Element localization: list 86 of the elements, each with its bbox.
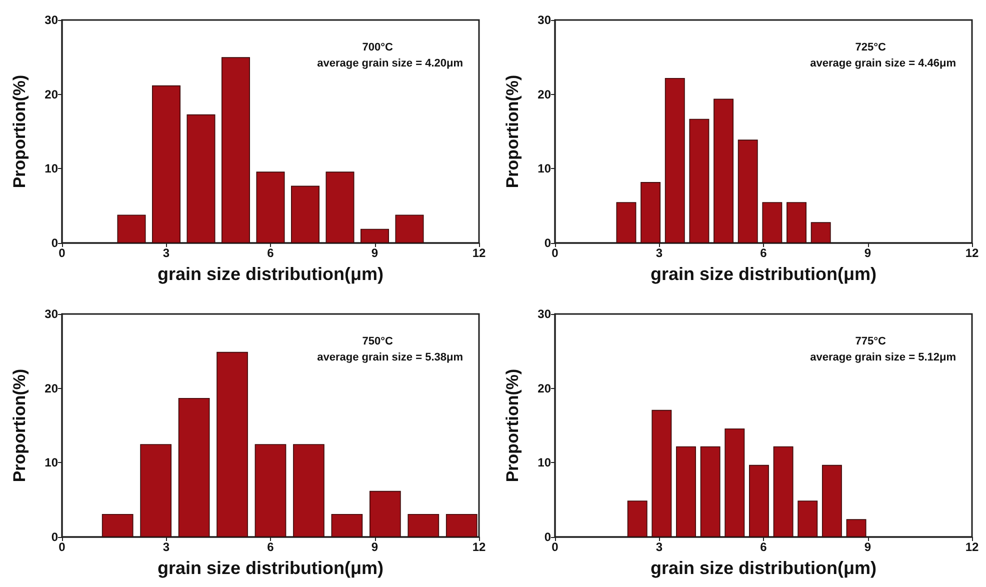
bar [676,446,696,537]
bar [254,444,286,537]
y-axis-title: Proportion(%) [10,74,29,188]
annotation: 775°C [855,336,886,348]
x-axis-title: grain size distribution(μm) [650,558,877,578]
x-tick-label: 3 [162,540,170,554]
bar [616,202,636,243]
bar [810,222,831,243]
bar [178,398,210,537]
annotation: average grain size = 4.46μm [810,58,956,70]
bar [700,446,720,537]
bar [140,444,172,537]
bar [640,182,661,243]
bar [714,98,734,243]
bar [762,202,782,243]
annotation: 725°C [855,42,886,54]
bar [331,514,363,537]
bar [102,514,134,537]
bar [395,214,424,243]
annotation: 700°C [362,42,394,54]
bar [773,446,794,537]
bar [291,186,320,243]
x-tick-label: 3 [656,540,663,554]
y-tick-label: 0 [544,236,552,250]
bar [798,500,818,537]
x-tick-label: 6 [267,540,274,554]
y-tick-label: 30 [538,13,552,27]
bar [216,352,248,537]
annotation: average grain size = 5.38μm [317,352,464,364]
bar [117,214,146,243]
bar [222,57,250,243]
x-tick-label: 3 [162,246,170,260]
y-tick-label: 20 [538,381,552,396]
bar [152,85,180,243]
bar [370,490,401,537]
x-tick-label: 6 [760,540,768,554]
x-tick-label: 9 [371,246,378,260]
x-axis-title: grain size distribution(μm) [157,558,384,578]
bar [738,140,758,243]
x-tick-label: 3 [656,246,663,260]
bar [293,444,324,537]
bar [822,464,842,537]
y-tick-label: 10 [538,456,552,470]
x-tick-label: 12 [965,540,979,554]
x-tick-label: 9 [864,246,872,260]
y-tick-label: 10 [538,162,552,176]
bar [749,464,769,537]
y-axis-title: Proportion(%) [503,74,522,188]
y-tick-label: 20 [44,381,58,396]
x-axis-title: grain size distribution(μm) [650,264,877,284]
bar [186,114,216,243]
annotation: 750°C [362,336,394,348]
y-tick-label: 0 [51,530,58,544]
bar [627,500,648,537]
bar [256,172,285,243]
bar [846,519,866,537]
x-tick-label: 12 [472,246,486,260]
y-tick-label: 0 [51,236,58,250]
bar [326,172,354,243]
bar [724,428,745,537]
bar [652,410,672,537]
x-tick-label: 12 [472,540,486,554]
x-tick-label: 12 [965,246,979,260]
annotation: average grain size = 4.20μm [317,58,464,70]
x-axis-title: grain size distribution(μm) [157,264,384,284]
y-axis-title: Proportion(%) [503,368,522,482]
bar [360,228,389,243]
y-tick-label: 10 [44,162,58,176]
x-tick-label: 9 [864,540,872,554]
y-tick-label: 30 [538,307,552,321]
y-tick-label: 10 [44,456,58,470]
annotation: average grain size = 5.12μm [810,352,956,364]
bar [446,514,478,537]
y-tick-label: 20 [44,87,58,102]
y-tick-label: 20 [538,87,552,102]
bar [664,78,685,243]
y-tick-label: 30 [44,307,58,321]
y-tick-label: 30 [44,13,58,27]
x-tick-label: 9 [371,540,378,554]
bar [786,202,806,243]
y-tick-label: 0 [544,530,552,544]
x-tick-label: 6 [760,246,768,260]
y-axis-title: Proportion(%) [10,368,29,482]
bar [408,514,440,537]
x-tick-label: 6 [267,246,274,260]
bar [689,118,710,243]
